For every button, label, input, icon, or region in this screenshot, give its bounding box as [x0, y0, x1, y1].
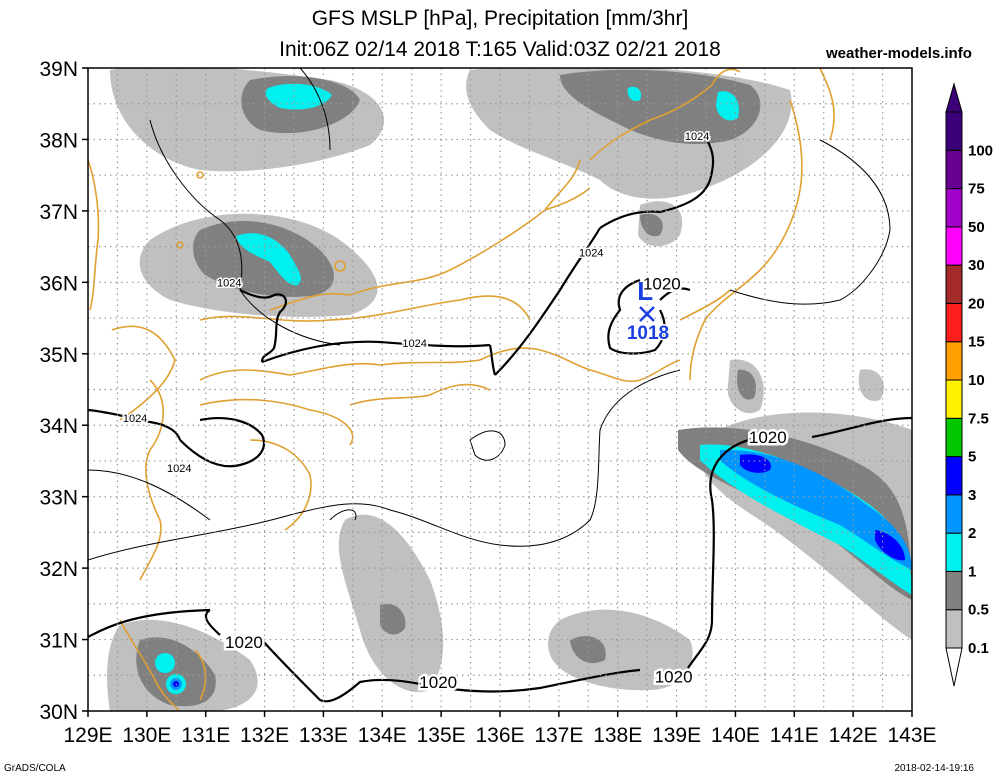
- chart-subtitle: Init:06Z 02/14 2018 T:165 Valid:03Z 02/2…: [279, 38, 721, 61]
- colorbar-swatch: [945, 417, 963, 458]
- colorbar-label: 100: [968, 142, 993, 159]
- isobar-label: 1024: [123, 413, 147, 425]
- colorbar-label: 7.5: [968, 410, 989, 427]
- y-tick-label: 39N: [39, 58, 78, 81]
- site-credit: weather-models.info: [826, 45, 972, 62]
- y-tick-label: 35N: [39, 344, 78, 367]
- x-tick-label: 139E: [652, 724, 701, 747]
- colorbar-bottom-triangle: [945, 647, 963, 687]
- isobar-labels: 1024 1024 1024 1024 1024 1024 1020 1020 1020 1020…: [121, 129, 789, 694]
- x-tick-label: 129E: [63, 724, 112, 747]
- isobar-label: 1024: [402, 338, 426, 350]
- colorbar-label: 75: [968, 181, 985, 198]
- coastlines: [88, 68, 835, 711]
- colorbar-label: 20: [968, 295, 985, 312]
- colorbar-label: 0.1: [968, 640, 989, 657]
- x-tick-label: 130E: [122, 724, 171, 747]
- map-area: 1024 1024 1024 1024 1024 1024 1020 1020 1020 1020…: [88, 68, 912, 711]
- isobar-label: 1020: [419, 673, 457, 692]
- colorbar-label: 3: [968, 487, 976, 504]
- y-tick-label: 37N: [39, 201, 78, 224]
- colorbar-swatch: [945, 456, 963, 496]
- x-tick-label: 133E: [299, 724, 348, 747]
- y-tick-label: 38N: [39, 129, 78, 152]
- x-tick-label: 135E: [417, 724, 466, 747]
- precip-colorbar: 0.1 0.5 1 2 3 5 7.5 10 15 20 30 50 75 100: [945, 82, 993, 687]
- colorbar-label: 10: [968, 372, 985, 389]
- isobar-label: 1024: [579, 247, 603, 259]
- footer-timestamp: 2018-02-14-19:16: [894, 763, 974, 774]
- colorbar-swatch: [945, 379, 963, 419]
- colorbar-label: 50: [968, 219, 985, 236]
- x-tick-label: 143E: [887, 724, 936, 747]
- colorbar-label: 1: [968, 563, 976, 580]
- x-tick-label: 132E: [240, 724, 289, 747]
- isobar-label: 1020: [655, 667, 693, 686]
- low-symbol: L: [637, 276, 653, 306]
- map-axes: 129E 130E 131E 132E 133E 134E 135E 136E 137E 138E…: [39, 58, 936, 747]
- colorbar-label: 15: [968, 334, 985, 351]
- isobar-label: 1024: [217, 277, 241, 289]
- y-tick-label: 33N: [39, 487, 78, 510]
- low-value-label: 1018: [627, 323, 669, 344]
- colorbar-swatch: [945, 188, 963, 228]
- colorbar-label: 2: [968, 525, 976, 542]
- x-tick-label: 137E: [534, 724, 583, 747]
- colorbar-swatch: [945, 609, 963, 649]
- y-tick-label: 34N: [39, 415, 78, 438]
- low-pressure-center: L 1018: [625, 276, 670, 346]
- x-tick-label: 131E: [181, 724, 230, 747]
- y-tick-label: 32N: [39, 558, 78, 581]
- colorbar-top-triangle: [945, 82, 963, 113]
- isobar-label: 1024: [685, 131, 709, 143]
- y-tick-label: 36N: [39, 272, 78, 295]
- y-tick-label: 30N: [39, 701, 78, 724]
- isobar-label: 1020: [643, 274, 681, 293]
- colorbar-swatch: [945, 341, 963, 381]
- colorbar-swatch: [945, 149, 963, 190]
- colorbar-swatch: [945, 111, 963, 151]
- colorbar-swatch: [945, 302, 963, 343]
- isobar-label: 1024: [167, 463, 191, 475]
- x-tick-label: 138E: [593, 724, 642, 747]
- footer-software-credit: GrADS/COLA: [4, 763, 66, 774]
- colorbar-swatch: [945, 570, 963, 611]
- isobar-label: 1020: [749, 428, 787, 447]
- x-tick-label: 140E: [711, 724, 760, 747]
- colorbar-label: 5: [968, 449, 976, 466]
- colorbar-swatch: [945, 226, 963, 266]
- colorbar-swatch: [945, 494, 963, 534]
- thin-contours: [88, 68, 891, 561]
- colorbar-swatch: [945, 264, 963, 304]
- x-tick-label: 142E: [829, 724, 878, 747]
- isobar-label: 1020: [225, 633, 263, 652]
- colorbar-label: 30: [968, 257, 985, 274]
- x-tick-label: 134E: [358, 724, 407, 747]
- x-tick-label: 141E: [770, 724, 819, 747]
- colorbar-label: 0.5: [968, 602, 989, 619]
- chart-title: GFS MSLP [hPa], Precipitation [mm/3hr]: [311, 7, 689, 30]
- colorbar-swatch: [945, 532, 963, 572]
- y-tick-label: 31N: [39, 630, 78, 653]
- x-tick-label: 136E: [475, 724, 524, 747]
